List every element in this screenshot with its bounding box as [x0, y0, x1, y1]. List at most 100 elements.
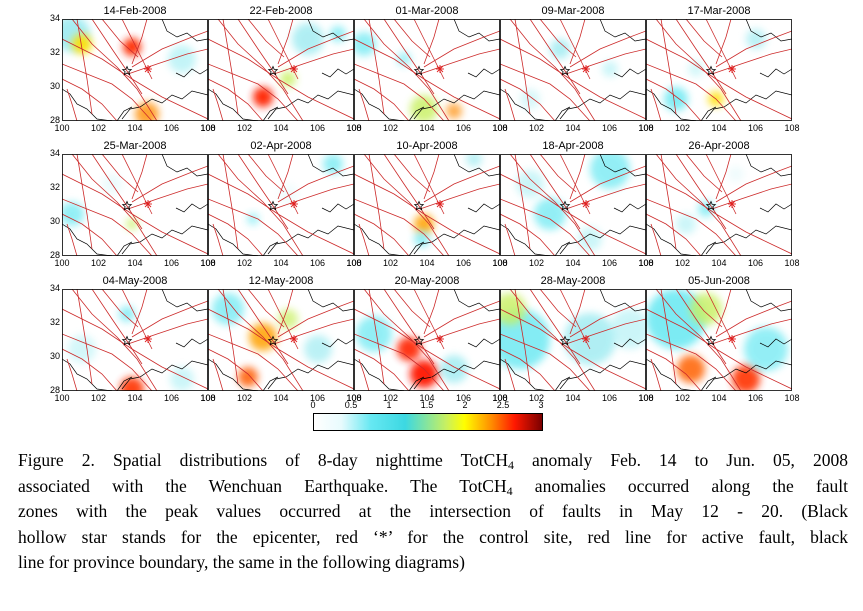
province-boundary-line [321, 203, 354, 213]
x-tick-label: 102 [382, 393, 399, 403]
control-site-asterisk-icon [290, 200, 298, 208]
fault-line [363, 19, 450, 121]
fault-line [565, 183, 646, 210]
province-boundary-line [175, 338, 208, 348]
x-tick-label: 102 [674, 123, 691, 133]
province-boundary-line [321, 68, 354, 78]
fault-line [529, 154, 581, 230]
fault-line [423, 300, 500, 338]
x-tick-label: 102 [528, 393, 545, 403]
caption-text: zones with the peak values occurred at t… [18, 501, 848, 522]
fault-line [222, 289, 239, 385]
caption-text: Figure 2. Spatial distributions of 8-day… [18, 450, 508, 470]
x-tick-label: 100 [638, 258, 654, 268]
map-panel: 17-Mar-2008 100 102 104 106 108 [638, 5, 799, 135]
anomaly-field [354, 19, 500, 121]
fault-line [509, 154, 596, 256]
colorbar-tick-label: 0 [310, 400, 316, 410]
anomaly-map [62, 154, 208, 256]
province-boundary-line [745, 19, 792, 42]
colorbar-tick-label: 2 [462, 400, 468, 410]
fault-line [354, 63, 445, 121]
map-panel: 14-Feb-2008 34 32 30 28 100 102 104 106 108 [50, 5, 216, 135]
x-tick-label: 108 [638, 258, 654, 268]
fault-line [685, 19, 723, 58]
fault-line [423, 165, 500, 203]
fault-line [655, 154, 742, 256]
anomaly-field [646, 289, 792, 391]
anomaly-field [500, 154, 646, 256]
fault-line [208, 348, 264, 391]
fault-line [247, 289, 285, 328]
control-site-asterisk-icon [436, 335, 444, 343]
province-boundary-line [745, 154, 792, 177]
province-boundary-line [116, 106, 133, 121]
fault-line [222, 19, 239, 115]
map-frame [646, 289, 792, 391]
x-tick-label: 104 [711, 258, 727, 268]
panel-date-title: 09-Mar-2008 [541, 5, 605, 17]
x-tick-label: 102 [528, 123, 545, 133]
anomaly-field [354, 154, 500, 256]
panel-date-title: 20-May-2008 [394, 275, 460, 287]
province-boundary-line [121, 90, 208, 120]
panel-date-title: 10-Apr-2008 [396, 140, 458, 152]
province-boundary-line [408, 106, 425, 121]
fault-line [646, 333, 737, 391]
fault-line [247, 19, 285, 58]
epicenter-star-icon [705, 65, 717, 76]
y-tick-label: 30 [49, 81, 60, 91]
caption-line: line for province boundary, the same in … [18, 550, 848, 576]
panel-date-title: 04-May-2008 [102, 275, 168, 287]
fault-line [393, 289, 431, 328]
epicenter-star-icon [559, 200, 571, 211]
anomaly-map [646, 19, 792, 121]
x-tick-label: 108 [492, 123, 508, 133]
fault-line [500, 198, 591, 256]
fault-line [393, 154, 431, 193]
control-site-asterisk-icon [582, 335, 590, 343]
province-boundary-line [161, 154, 208, 177]
anomaly-map [208, 289, 354, 391]
province-boundary-line [262, 241, 279, 256]
province-boundary-line [175, 203, 208, 213]
map-frame [208, 289, 354, 391]
x-tick-label: 106 [309, 123, 326, 133]
panel-date-title: 25-Mar-2008 [103, 140, 167, 152]
map-frame [62, 19, 208, 121]
fault-line [208, 78, 264, 121]
x-tick-label: 100 [54, 258, 70, 268]
anomaly-field [208, 289, 354, 391]
fault-line [71, 19, 158, 121]
anomaly-map [500, 19, 646, 121]
epicenter-star-icon [267, 335, 279, 346]
panel-date-title: 22-Feb-2008 [249, 5, 313, 17]
x-tick-label: 104 [565, 393, 581, 403]
x-tick-label: 108 [346, 258, 362, 268]
province-boundary-line [554, 106, 571, 121]
x-tick-label: 108 [200, 393, 216, 403]
fault-line [500, 78, 556, 121]
panel-date-title: 18-Apr-2008 [542, 140, 604, 152]
province-boundary-line [267, 90, 354, 120]
x-tick-label: 102 [90, 258, 107, 268]
map-frame [646, 19, 792, 121]
anomaly-field [62, 289, 208, 391]
figure-caption: Figure 2. Spatial distributions of 8-day… [18, 448, 848, 576]
x-tick-label: 106 [163, 393, 180, 403]
fault-line [354, 78, 410, 121]
fault-line [71, 289, 158, 391]
epicenter-star-icon [121, 65, 133, 76]
control-site-asterisk-icon [144, 335, 152, 343]
x-tick-label: 106 [163, 123, 180, 133]
map-panel: 22-Feb-2008 100 102 104 106 108 [200, 5, 361, 135]
fault-line [208, 213, 264, 256]
fault-line [646, 78, 702, 121]
x-tick-label: 100 [54, 393, 70, 403]
x-tick-label: 106 [747, 393, 764, 403]
fault-line [66, 223, 78, 256]
x-tick-label: 108 [200, 123, 216, 133]
x-tick-label: 108 [784, 123, 800, 133]
x-tick-label: 104 [127, 393, 143, 403]
fault-line [650, 88, 662, 121]
